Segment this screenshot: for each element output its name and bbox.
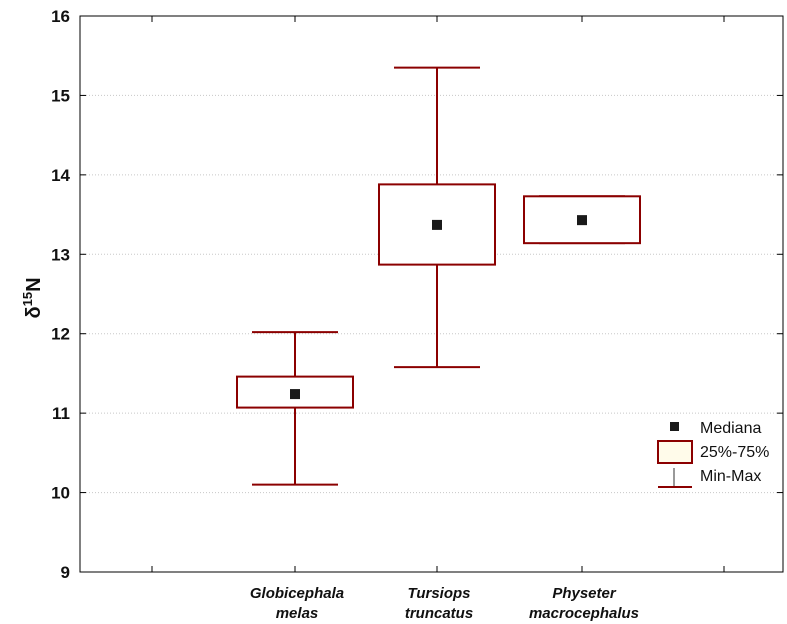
legend-whisker-label: Min-Max: [700, 468, 761, 485]
y-tick-label: 11: [52, 404, 70, 423]
category-label-line1: Physeter: [552, 585, 617, 602]
plot-frame: [79, 15, 784, 573]
legend-median-marker: [670, 422, 679, 431]
y-tick-label: 12: [51, 325, 70, 344]
y-tick-label: 10: [51, 484, 70, 503]
grid-lines: [80, 94, 783, 494]
category-label-line1: Tursiops: [407, 585, 470, 602]
y-axis-title-superscript: 15: [20, 292, 35, 306]
legend-box-swatch: [657, 440, 693, 464]
y-axis-title-suffix: N: [23, 277, 45, 291]
box-3: [523, 195, 641, 245]
median-marker: [290, 389, 300, 400]
category-label-line2: melas: [276, 605, 319, 622]
axes: [79, 15, 784, 573]
y-axis-title-prefix: δ: [23, 306, 45, 318]
y-axis-title: δ15N: [20, 277, 45, 318]
y-tick-label: 16: [51, 7, 70, 26]
legend-box-label: 25%-75%: [700, 444, 769, 461]
category-label-line1: Globicephala: [250, 585, 344, 602]
box-series: [236, 66, 641, 486]
box-1: [236, 331, 354, 486]
y-tick-label: 9: [61, 563, 70, 582]
y-tick-label: 15: [51, 86, 70, 105]
legend-median-label: Mediana: [700, 420, 761, 437]
box-2: [378, 66, 496, 369]
y-tick-label: 14: [51, 166, 70, 185]
category-label-line2: macrocephalus: [529, 605, 639, 622]
axis-labels: 9 10 11 12 13 14 15 16 Globicephala melas Tursiops…: [20, 7, 639, 622]
median-marker: [577, 215, 587, 226]
median-marker: [432, 219, 442, 230]
category-label-line2: truncatus: [405, 605, 473, 622]
legend: Mediana 25%-75% Min-Max: [657, 420, 769, 488]
y-tick-label: 13: [51, 245, 70, 264]
